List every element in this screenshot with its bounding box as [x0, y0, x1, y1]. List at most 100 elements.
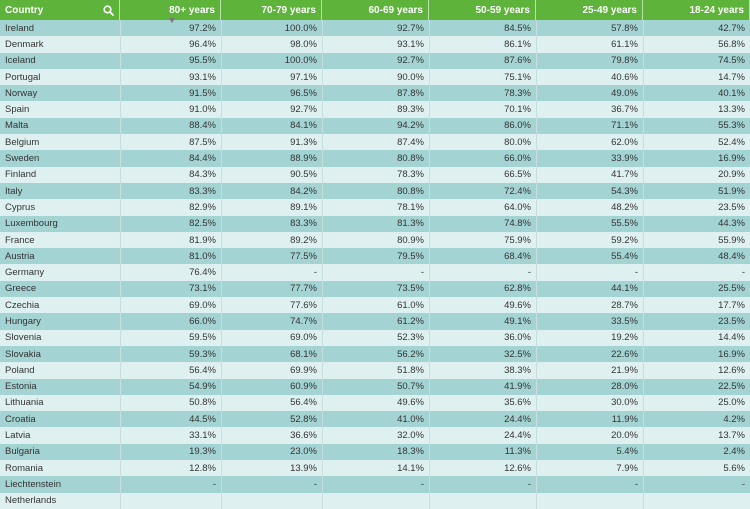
value-cell: 76.4% [120, 264, 221, 281]
value-cell: 56.2% [322, 345, 429, 363]
value-cell: 81.0% [120, 248, 221, 265]
country-cell: Belgium [5, 136, 40, 148]
value-cell: 97.1% [221, 68, 322, 86]
table-row: Luxembourg 82.5% 83.3% 81.3% 74.8% 55.5% 44.3% [0, 215, 750, 232]
value-cell: 98.0% [221, 36, 322, 53]
value-cell: 82.5% [120, 215, 221, 232]
value-cell: 54.9% [120, 378, 221, 395]
value-cell: 73.1% [120, 280, 221, 298]
value-cell: 94.2% [322, 117, 429, 135]
value-cell: 24.4% [429, 411, 536, 428]
table-row: Norway 91.5% 96.5% 87.8% 78.3% 49.0% 40.1% [0, 85, 750, 102]
value-cell: 13.9% [221, 460, 322, 477]
value-cell: 36.6% [221, 427, 322, 444]
value-cell: 100.0% [221, 20, 322, 37]
value-cell: 77.5% [221, 248, 322, 265]
value-cell [221, 492, 322, 509]
country-cell: Malta [5, 120, 29, 132]
value-cell: 93.1% [120, 68, 221, 86]
table-row: Iceland 95.5% 100.0% 92.7% 87.6% 79.8% 74.5% [0, 52, 750, 69]
value-cell: 59.5% [120, 329, 221, 346]
column-header-60-69[interactable]: 60-69 years [322, 0, 429, 20]
value-cell: 49.6% [322, 394, 429, 412]
country-cell: Liechtenstein [5, 478, 61, 490]
value-cell: 21.9% [536, 362, 643, 379]
value-cell: 51.9% [643, 182, 750, 200]
value-cell: 96.5% [221, 85, 322, 102]
value-cell [120, 492, 221, 509]
value-cell: 89.3% [322, 101, 429, 118]
value-cell: 41.0% [322, 411, 429, 428]
value-cell: - [322, 264, 429, 281]
value-cell: 44.5% [120, 411, 221, 428]
value-cell: 14.1% [322, 460, 429, 477]
value-cell: 36.7% [536, 101, 643, 118]
value-cell: 41.7% [536, 166, 643, 183]
value-cell: 70.1% [429, 101, 536, 118]
country-cell: Spain [5, 104, 30, 116]
table-row: Slovakia 59.3% 68.1% 56.2% 32.5% 22.6% 16.9% [0, 345, 750, 363]
country-cell: Luxembourg [5, 218, 58, 230]
sort-down-icon[interactable] [169, 18, 175, 23]
table-row: Slovenia 59.5% 69.0% 52.3% 36.0% 19.2% 14.4% [0, 329, 750, 346]
value-cell: 61.2% [322, 313, 429, 330]
country-cell: Finland [5, 169, 37, 181]
value-cell: 55.9% [643, 231, 750, 249]
column-header-country[interactable]: Country [0, 0, 120, 20]
value-cell: 36.0% [429, 329, 536, 346]
value-cell: 11.9% [536, 411, 643, 428]
value-cell: 84.4% [120, 150, 221, 167]
value-cell: 92.7% [322, 20, 429, 37]
country-cell: Lithuania [5, 397, 44, 409]
value-cell: 13.7% [643, 427, 750, 444]
country-cell: Greece [5, 283, 37, 295]
column-header-80-plus[interactable]: 80+ years [120, 0, 221, 20]
column-header-50-59[interactable]: 50-59 years [429, 0, 536, 20]
value-cell: 87.6% [429, 52, 536, 69]
value-cell: 97.2% [120, 20, 221, 37]
country-cell: Romania [5, 462, 44, 474]
value-cell: - [221, 476, 322, 493]
value-cell: 33.9% [536, 150, 643, 167]
value-cell: 5.6% [643, 460, 750, 477]
value-cell: 75.1% [429, 68, 536, 86]
value-cell: 84.5% [429, 20, 536, 37]
value-cell: 60.9% [221, 378, 322, 395]
value-cell: 80.8% [322, 182, 429, 200]
column-header-70-79[interactable]: 70-79 years [221, 0, 322, 20]
table-row: France 81.9% 89.2% 80.9% 75.9% 59.2% 55.9% [0, 231, 750, 249]
value-cell: 69.0% [221, 329, 322, 346]
value-cell: 71.1% [536, 117, 643, 135]
value-cell: 81.9% [120, 231, 221, 249]
column-header-country-label: Country [5, 4, 44, 16]
value-cell: 50.7% [322, 378, 429, 395]
value-cell: 42.7% [643, 20, 750, 37]
country-cell: Slovakia [5, 348, 41, 360]
value-cell: 84.2% [221, 182, 322, 200]
value-cell: - [120, 476, 221, 493]
value-cell: 57.8% [536, 20, 643, 37]
value-cell: 11.3% [429, 443, 536, 461]
value-cell: 30.0% [536, 394, 643, 412]
column-header-25-49[interactable]: 25-49 years [536, 0, 643, 20]
value-cell: 87.4% [322, 134, 429, 151]
table-body: Ireland 97.2% 100.0% 92.7% 84.5% 57.8% 42.7% De… [0, 20, 750, 509]
value-cell: 88.4% [120, 117, 221, 135]
value-cell [536, 492, 643, 509]
table-row: Ireland 97.2% 100.0% 92.7% 84.5% 57.8% 42.7% [0, 20, 750, 37]
value-cell: 22.5% [643, 378, 750, 395]
value-cell: 90.5% [221, 166, 322, 183]
table-row: Sweden 84.4% 88.9% 80.8% 66.0% 33.9% 16.9% [0, 150, 750, 167]
value-cell: 84.3% [120, 166, 221, 183]
value-cell: 51.8% [322, 362, 429, 379]
table-row: Latvia 33.1% 36.6% 32.0% 24.4% 20.0% 13.7% [0, 427, 750, 444]
table-row: Italy 83.3% 84.2% 80.8% 72.4% 54.3% 51.9% [0, 182, 750, 200]
search-icon[interactable] [102, 4, 114, 16]
value-cell: 33.1% [120, 427, 221, 444]
table-row: Cyprus 82.9% 89.1% 78.1% 64.0% 48.2% 23.5% [0, 199, 750, 216]
column-header-18-24[interactable]: 18-24 years [643, 0, 750, 20]
country-cell: Austria [5, 250, 35, 262]
value-cell: 74.7% [221, 313, 322, 330]
value-cell: 69.0% [120, 297, 221, 314]
country-cell: Denmark [5, 38, 44, 50]
